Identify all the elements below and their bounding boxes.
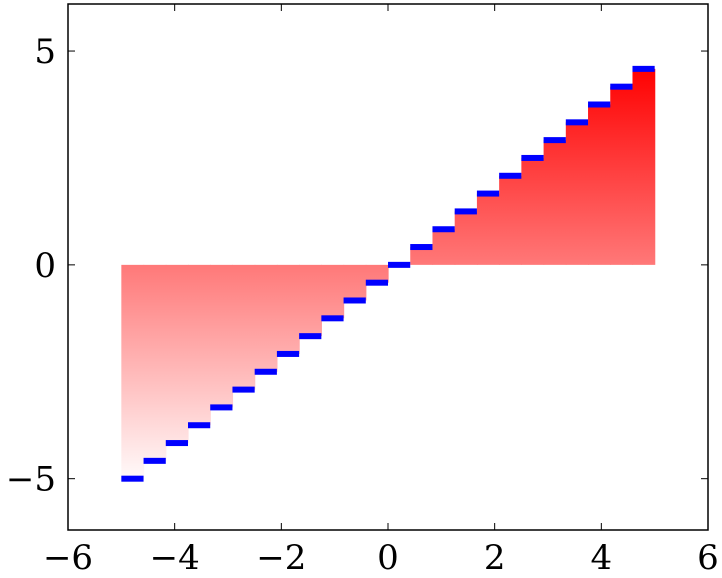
y-tick-label: −5 <box>6 460 56 500</box>
fill-segment <box>321 264 345 319</box>
axis-ticks <box>67 4 709 530</box>
step-bar <box>632 65 655 72</box>
x-tick-label: −2 <box>256 538 306 578</box>
step-bar <box>476 190 500 197</box>
x-tick-label: −6 <box>43 538 93 578</box>
step-bar <box>454 208 477 215</box>
fill-segment <box>588 104 611 265</box>
fill-segment <box>143 264 167 461</box>
step-bar <box>165 440 189 447</box>
step-bar <box>388 261 411 268</box>
fill-segment <box>521 157 545 265</box>
step-bar <box>610 83 633 90</box>
step-bar <box>343 297 366 304</box>
step-bar <box>254 368 277 375</box>
step-bar <box>276 350 300 357</box>
step-bar <box>188 422 211 429</box>
step-bar <box>432 226 455 233</box>
x-tick-label: 6 <box>697 538 719 578</box>
step-bar <box>143 457 166 464</box>
step-bar <box>565 119 589 126</box>
step-bars <box>121 65 655 482</box>
fill-segment <box>254 264 278 372</box>
step-bar <box>232 386 255 393</box>
fill-segment <box>232 264 256 390</box>
y-tick-label: 5 <box>34 32 56 72</box>
step-bar <box>210 404 233 411</box>
y-tick-label: 0 <box>34 246 56 286</box>
fill-segment <box>610 86 634 265</box>
fill-segment <box>210 264 234 408</box>
fill-segment <box>432 229 456 265</box>
step-bar <box>365 279 389 286</box>
x-tick-label: 2 <box>484 538 506 578</box>
fill-segment <box>165 264 189 444</box>
fill-segment <box>410 247 434 265</box>
fill-segment <box>276 264 300 354</box>
fill-segment <box>121 264 145 479</box>
step-bar <box>410 244 433 251</box>
step-bar <box>499 172 522 179</box>
step-bar <box>521 154 544 161</box>
fill-segment <box>543 140 567 265</box>
fill-segment <box>565 122 589 265</box>
x-tick-label: −4 <box>150 538 200 578</box>
x-axis-tick-labels: −6 −4 −2 0 2 4 6 <box>43 538 719 578</box>
fill-segment <box>188 264 211 426</box>
gradient-fill-area <box>121 68 656 479</box>
y-axis-tick-labels: −5 0 5 <box>6 32 56 500</box>
fill-segment <box>476 193 500 265</box>
fill-segment <box>365 264 389 283</box>
fill-segment <box>299 264 322 337</box>
fill-segment <box>343 264 367 301</box>
fill-segment <box>454 211 478 265</box>
x-tick-label: 0 <box>377 538 399 578</box>
step-bar <box>543 137 566 144</box>
step-bar <box>299 333 322 340</box>
fill-segment <box>499 175 522 265</box>
step-bar <box>321 315 344 322</box>
x-tick-label: 4 <box>591 538 613 578</box>
fill-segment <box>632 68 656 265</box>
step-bar <box>588 101 611 108</box>
step-bar <box>121 475 144 482</box>
